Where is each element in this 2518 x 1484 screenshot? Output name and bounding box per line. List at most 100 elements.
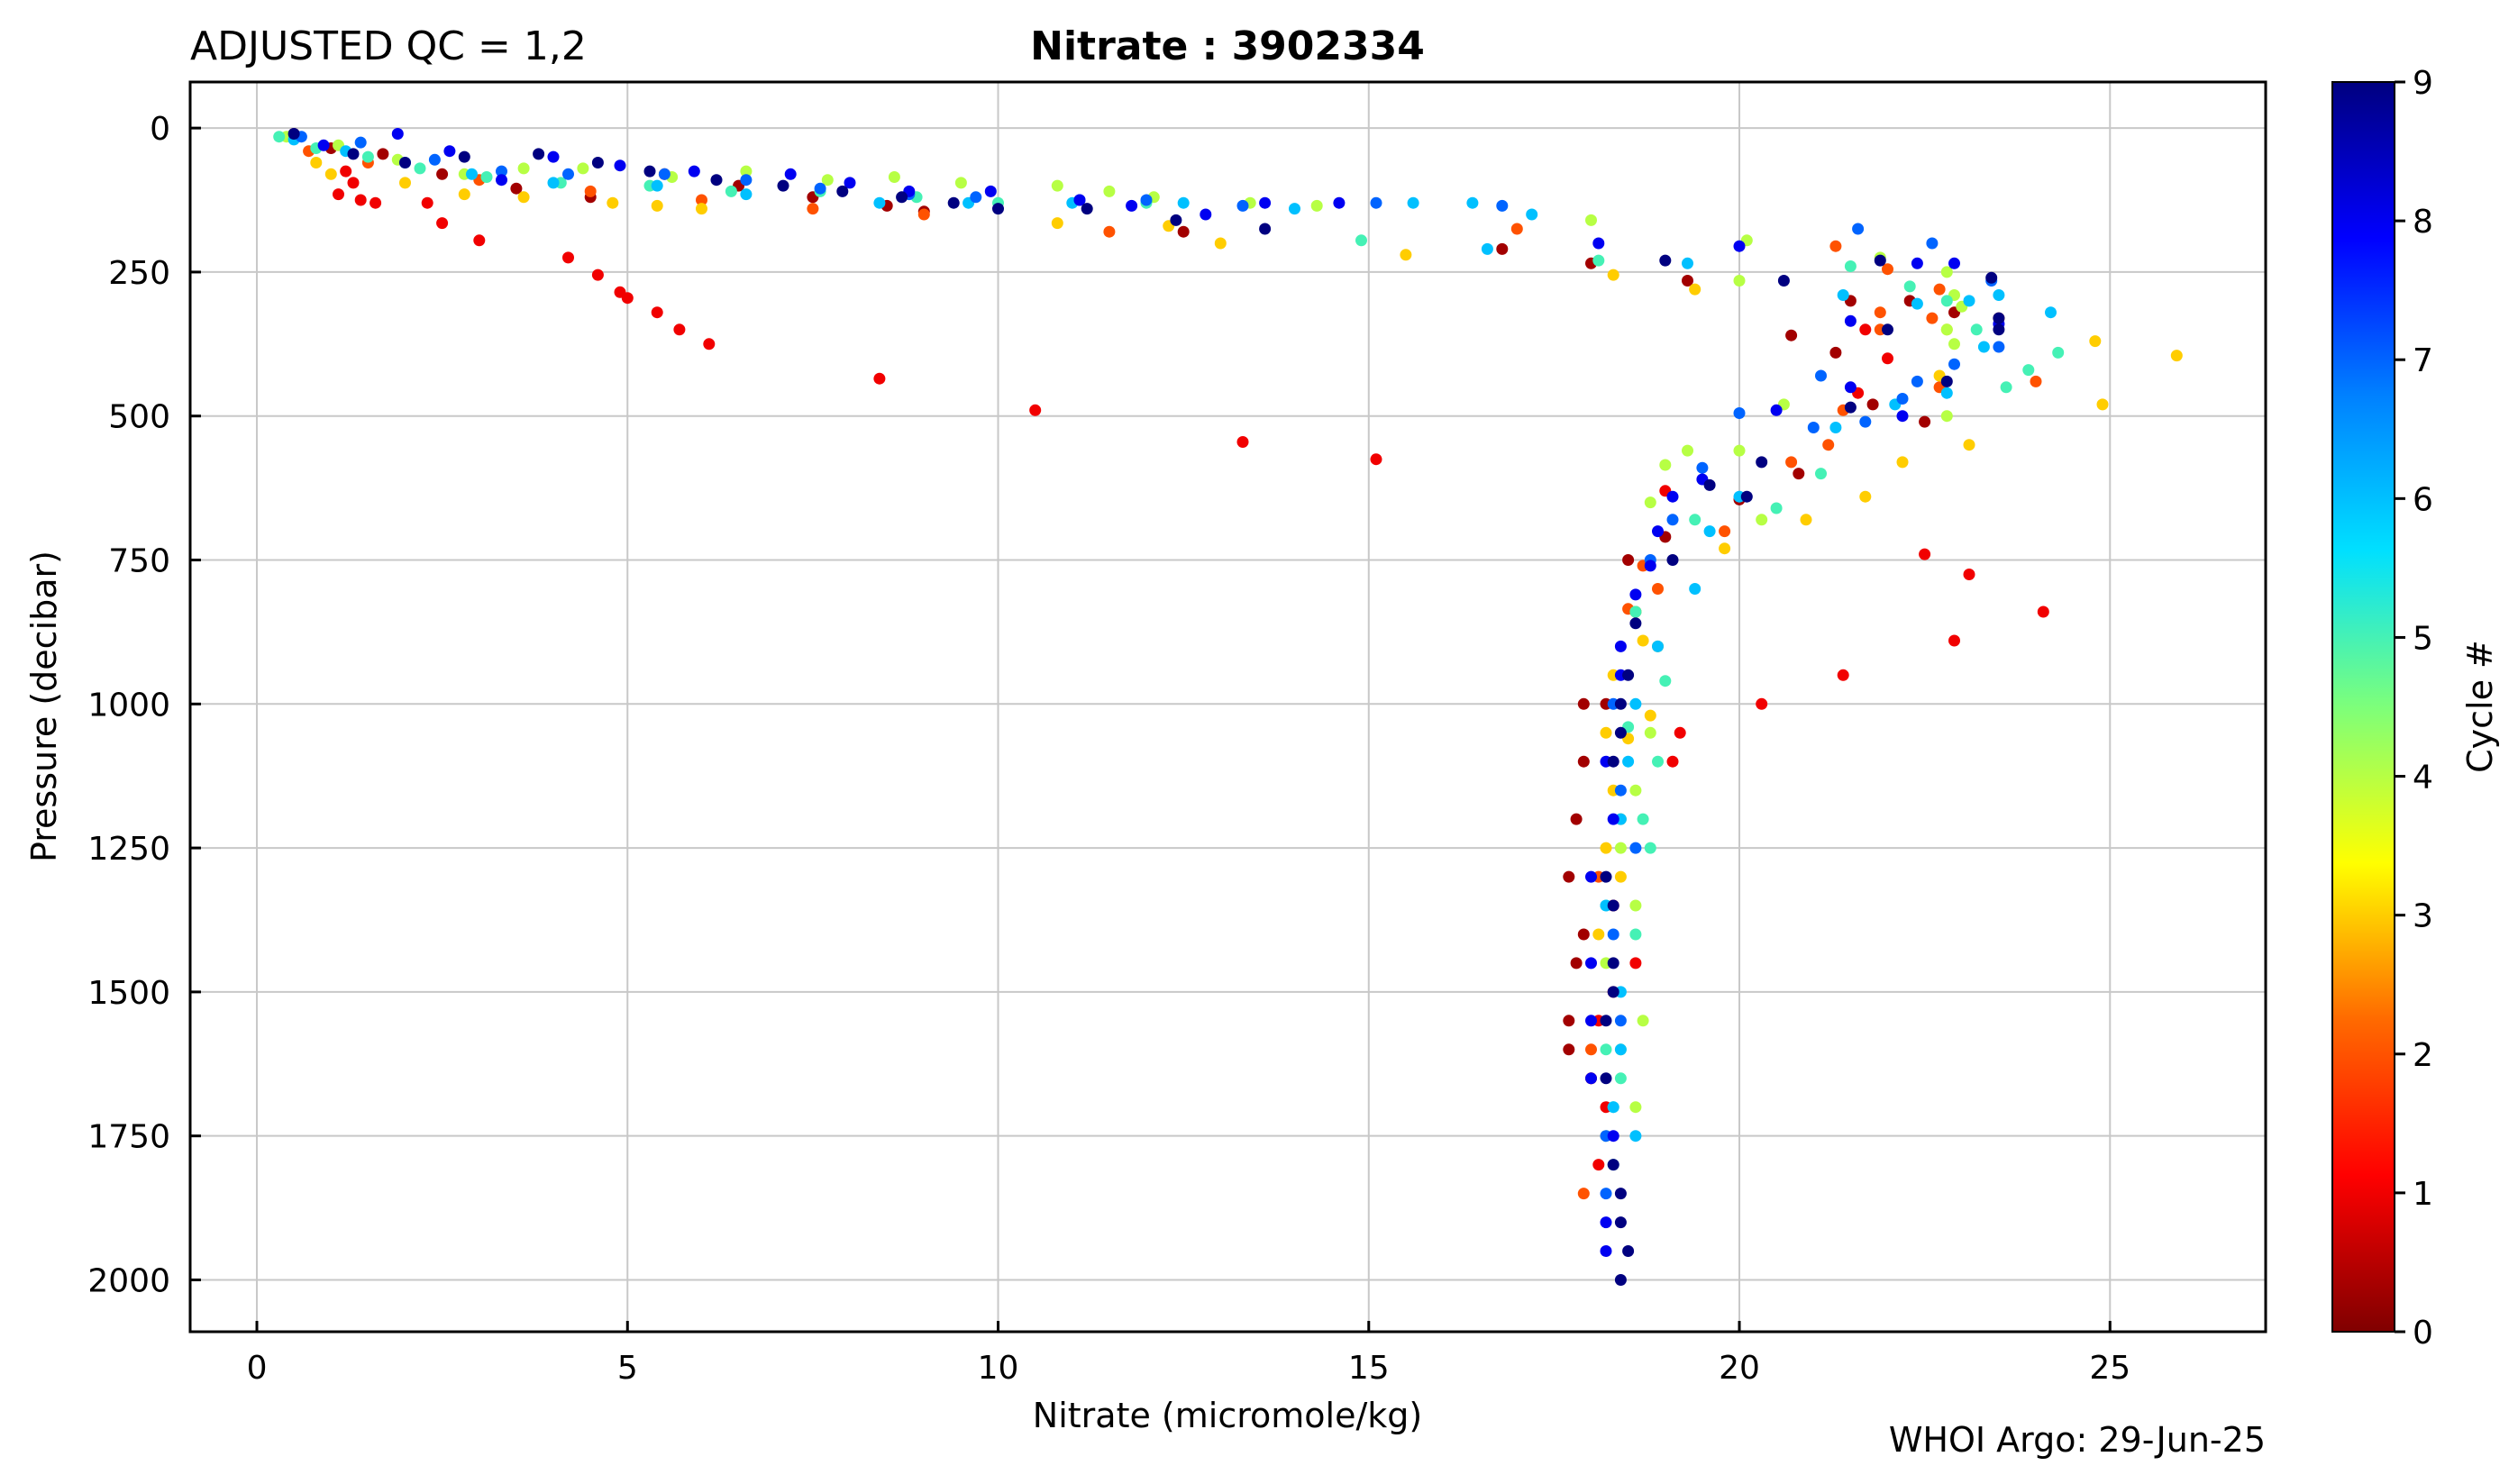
data-point — [2052, 346, 2065, 359]
colorbar-tick-label: 5 — [2413, 620, 2433, 657]
data-point — [873, 372, 886, 385]
data-point — [1577, 697, 1590, 710]
data-point — [1629, 588, 1642, 601]
data-point — [2096, 398, 2109, 411]
data-point — [1985, 271, 1998, 284]
x-axis-ticks: 0 5 10 15 20 25 — [247, 1321, 2130, 1387]
data-point — [784, 168, 797, 180]
data-point — [562, 251, 574, 264]
data-point — [1733, 240, 1746, 252]
data-point — [1896, 410, 1909, 423]
data-point — [1911, 375, 1923, 387]
data-point — [1259, 223, 1272, 235]
data-point — [369, 196, 382, 209]
data-point — [1407, 196, 1419, 209]
data-point — [1682, 257, 1693, 269]
x-tick-label: 5 — [617, 1350, 638, 1387]
colorbar-tick-label: 7 — [2413, 342, 2433, 379]
data-point — [1496, 199, 1509, 212]
data-point — [1577, 1188, 1590, 1200]
data-point — [1570, 957, 1583, 970]
data-point — [436, 168, 449, 180]
data-point — [428, 153, 441, 166]
data-point — [1689, 583, 1701, 595]
plot-frame — [188, 80, 2267, 1334]
data-point — [480, 171, 493, 183]
data-point — [954, 177, 967, 189]
data-point — [643, 165, 656, 178]
data-point — [1896, 393, 1909, 405]
data-point — [1637, 813, 1649, 825]
y-tick-label: 0 — [150, 111, 170, 148]
data-point — [1607, 957, 1619, 970]
grid-lines — [190, 82, 2266, 1332]
colorbar-tick-label: 2 — [2413, 1037, 2433, 1074]
data-point — [1481, 242, 1493, 255]
data-point — [1926, 312, 1939, 324]
data-point — [1652, 525, 1664, 538]
data-point — [1911, 297, 1923, 310]
data-point — [1682, 444, 1693, 457]
data-point — [1563, 1015, 1575, 1027]
data-point — [740, 165, 753, 178]
data-point — [1756, 514, 1768, 526]
data-point — [1674, 726, 1686, 739]
colorbar-label: Cycle # — [2460, 640, 2500, 773]
data-point — [1051, 217, 1063, 230]
data-point — [1600, 726, 1612, 739]
data-point — [1629, 899, 1642, 912]
data-point — [1740, 490, 1753, 503]
data-point — [1666, 755, 1679, 768]
data-point — [2030, 375, 2042, 387]
data-point — [1607, 986, 1619, 998]
data-point — [421, 196, 433, 209]
data-point — [1919, 415, 1931, 428]
data-point — [1585, 1015, 1597, 1027]
data-point — [1756, 456, 1768, 469]
data-point — [621, 292, 634, 305]
data-point — [1073, 194, 1086, 206]
data-point — [1793, 468, 1805, 480]
y-tick-label: 500 — [108, 399, 170, 436]
data-point — [688, 165, 700, 178]
data-point — [347, 148, 360, 160]
data-point — [1622, 669, 1635, 681]
data-point — [1637, 634, 1649, 647]
data-point — [361, 150, 374, 163]
data-point — [1859, 323, 1872, 336]
colorbar-ticks: 0 1 2 3 4 5 6 7 8 9 — [2395, 65, 2433, 1352]
data-point — [547, 177, 560, 189]
data-point — [1993, 341, 2005, 353]
data-point — [1940, 323, 1953, 336]
data-point — [1682, 275, 1693, 287]
data-point — [1719, 525, 1731, 538]
data-point — [1993, 289, 2005, 301]
colorbar-tick-label: 3 — [2413, 898, 2433, 935]
data-point — [517, 162, 530, 175]
data-point — [1585, 870, 1597, 883]
data-point — [1659, 459, 1672, 471]
data-point — [1829, 240, 1842, 252]
data-point — [1614, 1072, 1627, 1085]
data-point — [1919, 548, 1931, 560]
data-point — [1570, 813, 1583, 825]
data-point — [651, 179, 663, 192]
data-point — [1689, 514, 1701, 526]
data-point — [1614, 842, 1627, 854]
data-point — [1948, 358, 1960, 370]
data-point — [473, 234, 486, 247]
data-point — [1370, 196, 1382, 209]
data-point — [1829, 346, 1842, 359]
data-point — [1882, 263, 1893, 276]
data-point — [1614, 870, 1627, 883]
data-point — [1622, 554, 1635, 566]
data-point — [1822, 439, 1835, 451]
data-point — [324, 168, 337, 180]
data-point — [1644, 842, 1656, 854]
qc-label: ADJUSTED QC = 1,2 — [190, 23, 587, 69]
data-point — [1644, 496, 1656, 509]
data-point — [1177, 196, 1190, 209]
data-point — [1170, 214, 1182, 226]
data-point — [1629, 605, 1642, 618]
